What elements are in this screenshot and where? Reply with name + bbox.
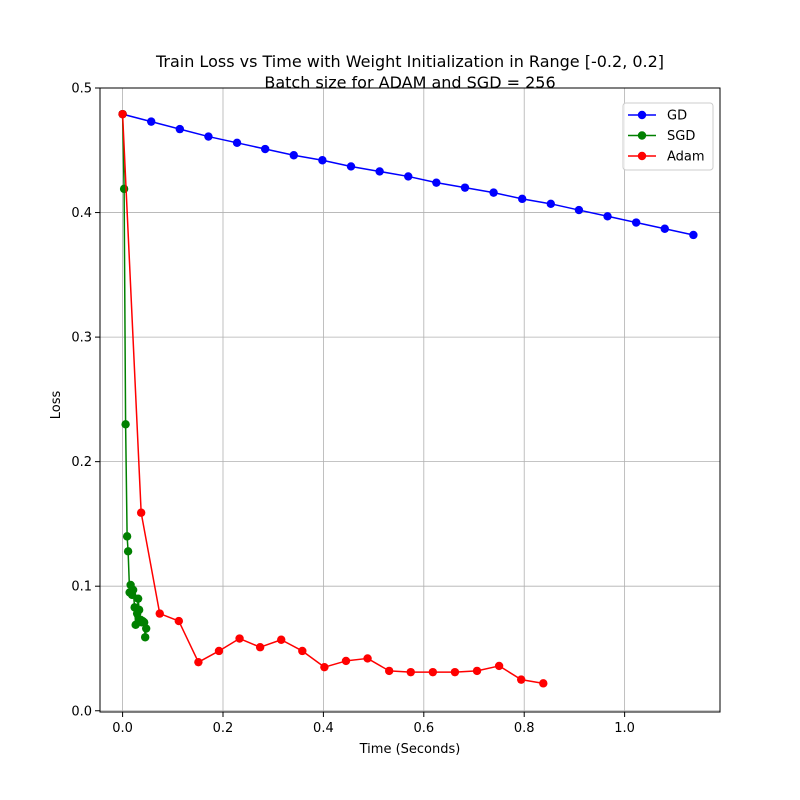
x-tick-label: 0.6 bbox=[413, 721, 434, 736]
legend-label-adam: Adam bbox=[667, 150, 705, 165]
data-point-adam bbox=[136, 508, 146, 517]
x-tick-label: 1.0 bbox=[614, 721, 635, 736]
data-point-adam bbox=[406, 667, 415, 677]
data-point-gd bbox=[204, 132, 213, 141]
x-tick-label: 0.2 bbox=[213, 721, 234, 736]
data-point-sgd bbox=[128, 585, 138, 595]
data-point-sgd bbox=[134, 605, 144, 615]
legend-box bbox=[622, 102, 714, 171]
axis-ticks: 0.0 0.2 0.4 0.6 0.8 1.0 0.0 0.1 0.2 0.3 0.4 0.5 bbox=[71, 82, 635, 737]
data-point-gd bbox=[318, 156, 327, 165]
y-tick-label: 0.3 bbox=[71, 331, 92, 346]
data-point-gd bbox=[232, 138, 242, 148]
data-point-adam bbox=[235, 634, 244, 643]
data-point-adam bbox=[298, 646, 307, 656]
data-point-sgd bbox=[122, 532, 132, 541]
data-point-gd bbox=[603, 212, 612, 221]
data-point-gd bbox=[689, 230, 698, 240]
legend-marker-gd bbox=[637, 110, 647, 120]
chart-subtitle: Batch size for ADAM and SGD = 256 bbox=[264, 73, 555, 92]
data-point-gd bbox=[574, 205, 584, 215]
data-point-adam bbox=[539, 679, 548, 688]
legend-marker-adam bbox=[637, 151, 647, 161]
data-point-adam bbox=[450, 667, 460, 677]
legend-label-sgd: SGD bbox=[667, 129, 695, 144]
data-point-adam bbox=[174, 616, 184, 626]
data-point-sgd bbox=[119, 184, 129, 194]
y-tick-label: 0.4 bbox=[71, 206, 92, 221]
chart-title: Train Loss vs Time with Weight Initializ… bbox=[155, 52, 664, 71]
data-point-adam bbox=[516, 675, 526, 684]
data-point-sgd bbox=[141, 624, 151, 633]
data-point-gd bbox=[432, 178, 441, 187]
data-point-sgd bbox=[140, 633, 150, 642]
data-point-adam bbox=[472, 666, 482, 676]
data-point-gd bbox=[404, 172, 413, 181]
data-point-adam bbox=[494, 661, 504, 671]
data-point-adam bbox=[277, 635, 286, 644]
data-point-sgd bbox=[123, 547, 133, 556]
series-gd bbox=[118, 109, 698, 240]
data-point-sgd bbox=[121, 420, 130, 429]
plot-frame bbox=[99, 87, 721, 713]
data-point-gd bbox=[147, 117, 156, 126]
data-point-adam bbox=[320, 662, 329, 672]
data-point-adam bbox=[341, 656, 351, 666]
data-point-gd bbox=[489, 188, 498, 197]
series-lines bbox=[118, 109, 698, 688]
data-point-adam bbox=[155, 609, 164, 618]
data-point-gd bbox=[175, 124, 185, 134]
y-tick-label: 0.5 bbox=[71, 82, 92, 97]
y-tick-label: 0.0 bbox=[71, 704, 92, 719]
x-tick-label: 0.8 bbox=[514, 721, 535, 736]
data-point-gd bbox=[546, 199, 556, 209]
data-point-gd bbox=[660, 224, 669, 233]
y-axis-label: Loss bbox=[49, 391, 64, 420]
x-tick-label: 0.4 bbox=[313, 721, 334, 736]
data-point-adam bbox=[428, 667, 438, 677]
data-point-adam bbox=[118, 109, 127, 119]
data-point-adam bbox=[194, 657, 203, 667]
data-point-adam bbox=[214, 646, 224, 656]
data-point-gd bbox=[631, 218, 641, 227]
data-point-gd bbox=[260, 144, 270, 154]
y-tick-label: 0.2 bbox=[71, 455, 92, 470]
x-axis-label: Time (Seconds) bbox=[359, 742, 461, 757]
y-tick-label: 0.1 bbox=[71, 580, 92, 595]
legend: GD SGD Adam bbox=[622, 102, 714, 171]
data-point-gd bbox=[375, 167, 384, 176]
data-point-adam bbox=[255, 643, 265, 652]
data-point-gd bbox=[460, 183, 470, 192]
data-point-gd bbox=[518, 194, 527, 204]
legend-label-gd: GD bbox=[667, 109, 687, 124]
grid bbox=[100, 87, 720, 712]
x-tick-label: 0.0 bbox=[112, 721, 133, 736]
data-point-gd bbox=[346, 162, 356, 171]
legend-marker-sgd bbox=[637, 131, 647, 140]
data-point-gd bbox=[289, 151, 298, 160]
series-adam bbox=[118, 109, 548, 688]
data-point-sgd bbox=[133, 594, 143, 603]
data-point-adam bbox=[384, 666, 394, 676]
data-point-adam bbox=[363, 654, 372, 663]
